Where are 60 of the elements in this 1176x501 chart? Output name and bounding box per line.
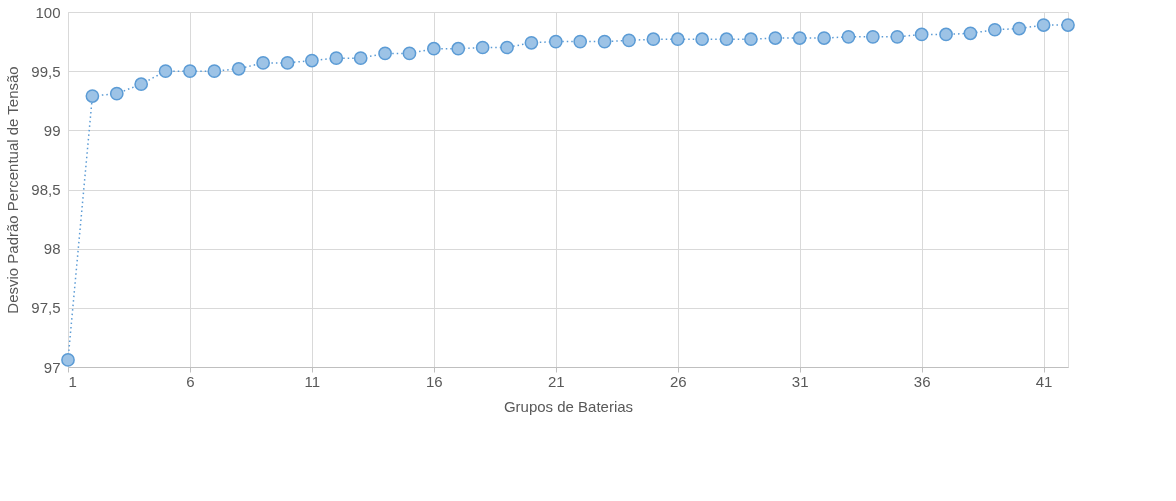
point bbox=[573, 34, 588, 49]
point bbox=[841, 29, 856, 44]
point bbox=[231, 61, 246, 76]
point bbox=[1061, 18, 1075, 32]
point bbox=[768, 31, 783, 45]
y-tick-label: 99 bbox=[43, 121, 61, 139]
point bbox=[183, 64, 197, 79]
point bbox=[158, 64, 173, 79]
point bbox=[378, 46, 392, 61]
x-tick-label: 21 bbox=[547, 372, 565, 390]
y-tick-label: 97,5 bbox=[31, 299, 61, 317]
point bbox=[817, 31, 831, 45]
point bbox=[597, 34, 612, 49]
x-tick-label: 1 bbox=[68, 372, 77, 390]
point bbox=[109, 86, 124, 101]
point bbox=[451, 41, 466, 56]
point bbox=[866, 29, 880, 44]
point bbox=[622, 33, 636, 48]
y-axis-title: Desvio Padrão Percentual de Tensão bbox=[4, 66, 22, 314]
point bbox=[61, 353, 75, 367]
x-tick-label: 36 bbox=[913, 372, 931, 390]
point bbox=[792, 31, 807, 45]
point bbox=[914, 27, 929, 42]
y-tick-label: 100 bbox=[35, 3, 61, 21]
point bbox=[256, 56, 270, 70]
point bbox=[85, 89, 100, 103]
point bbox=[475, 40, 490, 55]
point bbox=[426, 41, 441, 56]
point bbox=[305, 53, 319, 68]
point bbox=[890, 29, 905, 44]
point bbox=[670, 32, 685, 47]
point bbox=[134, 77, 149, 92]
x-tick-label: 16 bbox=[426, 372, 443, 390]
y-tick-label: 97 bbox=[43, 358, 61, 376]
x-axis-title: Grupos de Baterias bbox=[503, 397, 634, 415]
point bbox=[280, 56, 295, 70]
x-tick-label: 11 bbox=[304, 372, 321, 390]
point bbox=[329, 51, 344, 66]
point bbox=[744, 32, 758, 47]
x-tick-label: 31 bbox=[791, 372, 809, 390]
point bbox=[987, 22, 1002, 37]
point bbox=[963, 26, 978, 41]
point bbox=[207, 64, 222, 79]
point bbox=[695, 32, 710, 47]
point bbox=[646, 32, 661, 47]
x-tick-label: 41 bbox=[1035, 372, 1053, 390]
y-tick-label: 98 bbox=[43, 240, 61, 258]
y-tick-label: 99,5 bbox=[31, 62, 61, 80]
x-tick-label: 6 bbox=[186, 372, 195, 390]
point bbox=[500, 40, 514, 55]
y-tick-label: 98,5 bbox=[31, 181, 61, 198]
point bbox=[402, 46, 417, 61]
point bbox=[1012, 21, 1027, 36]
point bbox=[939, 27, 953, 42]
point bbox=[524, 35, 539, 50]
point bbox=[719, 32, 734, 47]
point bbox=[1036, 18, 1051, 32]
point bbox=[548, 34, 563, 49]
point bbox=[353, 51, 368, 66]
x-tick-label: 26 bbox=[669, 372, 687, 390]
